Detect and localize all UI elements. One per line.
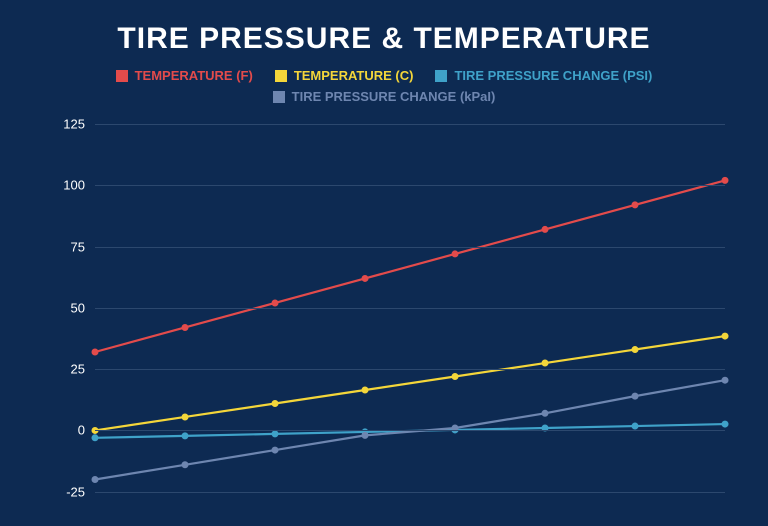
chart-title: TIRE PRESSURE & TEMPERATURE [0, 22, 768, 56]
series-marker [452, 373, 459, 380]
legend-label: TIRE PRESSURE CHANGE (kPaI) [292, 89, 496, 104]
series-marker [722, 377, 729, 384]
series-marker [92, 476, 99, 483]
gridline [95, 124, 725, 125]
series-line [95, 336, 725, 430]
series-marker [632, 393, 639, 400]
series-marker [182, 432, 189, 439]
series-marker [452, 250, 459, 257]
chart-svg [95, 124, 725, 504]
y-tick-label: 25 [71, 362, 95, 377]
series-marker [362, 387, 369, 394]
legend-item: TEMPERATURE (C) [275, 68, 414, 83]
series-marker [182, 461, 189, 468]
series-marker [272, 447, 279, 454]
gridline [95, 247, 725, 248]
legend-swatch [116, 70, 128, 82]
legend-item: TIRE PRESSURE CHANGE (PSI) [435, 68, 652, 83]
legend-swatch [435, 70, 447, 82]
legend-label: TEMPERATURE (F) [135, 68, 253, 83]
chart-plot-area: -250255075100125 [95, 124, 725, 504]
y-tick-label: 125 [63, 117, 95, 132]
legend-swatch [273, 91, 285, 103]
series-marker [542, 410, 549, 417]
legend-label: TEMPERATURE (C) [294, 68, 414, 83]
series-marker [182, 324, 189, 331]
series-marker [272, 400, 279, 407]
series-marker [722, 421, 729, 428]
y-tick-label: 100 [63, 178, 95, 193]
series-marker [182, 413, 189, 420]
series-marker [542, 360, 549, 367]
gridline [95, 369, 725, 370]
gridline [95, 308, 725, 309]
series-line [95, 180, 725, 352]
legend-item: TIRE PRESSURE CHANGE (kPaI) [273, 89, 496, 104]
gridline [95, 492, 725, 493]
series-marker [632, 201, 639, 208]
chart-legend: TEMPERATURE (F) TEMPERATURE (C) TIRE PRESS… [0, 68, 768, 104]
series-marker [362, 432, 369, 439]
y-tick-label: -25 [66, 484, 95, 499]
series-marker [722, 177, 729, 184]
y-tick-label: 75 [71, 239, 95, 254]
gridline [95, 430, 725, 431]
series-marker [542, 226, 549, 233]
y-tick-label: 0 [78, 423, 95, 438]
legend-label: TIRE PRESSURE CHANGE (PSI) [454, 68, 652, 83]
series-marker [722, 333, 729, 340]
series-marker [362, 275, 369, 282]
y-tick-label: 50 [71, 300, 95, 315]
legend-swatch [275, 70, 287, 82]
series-marker [272, 299, 279, 306]
series-marker [632, 346, 639, 353]
legend-item: TEMPERATURE (F) [116, 68, 253, 83]
gridline [95, 185, 725, 186]
series-marker [632, 423, 639, 430]
series-marker [92, 349, 99, 356]
